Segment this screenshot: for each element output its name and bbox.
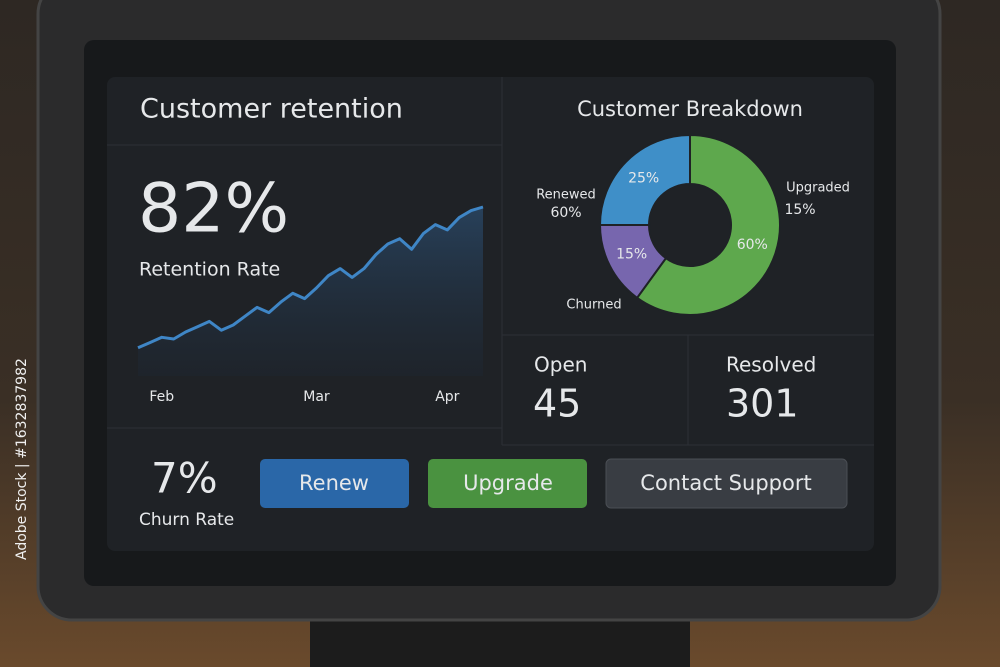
annotation-label: Upgraded bbox=[786, 181, 850, 196]
x-tick-label: Apr bbox=[435, 389, 459, 405]
breakdown-title: Customer Breakdown bbox=[577, 97, 803, 121]
renew-button[interactable]: Renew bbox=[260, 459, 409, 508]
annotation-label: Renewed bbox=[536, 188, 596, 203]
x-tick-label: Mar bbox=[303, 389, 330, 405]
button-label: Renew bbox=[299, 471, 369, 495]
ticket-label: Resolved bbox=[726, 353, 816, 377]
contact-support-button[interactable]: Contact Support bbox=[605, 458, 848, 509]
ticket-value: 301 bbox=[726, 382, 799, 426]
button-background bbox=[260, 459, 409, 508]
button-background bbox=[605, 458, 848, 509]
churn-value: 7% bbox=[151, 454, 218, 503]
line-area bbox=[138, 207, 483, 376]
donut-slice bbox=[635, 133, 781, 316]
button-label: Contact Support bbox=[640, 471, 811, 495]
watermark: Adobe Stock | #1632837982 bbox=[14, 358, 30, 560]
retention-value: 82% bbox=[138, 170, 289, 249]
x-tick-label: Feb bbox=[149, 389, 174, 405]
annotation-value: 15% bbox=[784, 202, 815, 218]
annotation-label: Churned bbox=[566, 298, 621, 313]
slice-label: 25% bbox=[628, 171, 659, 187]
retention-title: Customer retention bbox=[140, 94, 403, 125]
dashboard-panel bbox=[107, 77, 874, 551]
button-background bbox=[428, 459, 587, 508]
slice-label: 15% bbox=[616, 247, 647, 263]
slice-label: 60% bbox=[737, 237, 768, 253]
retention-label: Retention Rate bbox=[139, 259, 280, 281]
upgrade-button[interactable]: Upgrade bbox=[428, 459, 587, 508]
ticket-value: 45 bbox=[533, 382, 581, 426]
donut-slice bbox=[598, 133, 691, 226]
button-label: Upgrade bbox=[463, 471, 553, 495]
churn-label: Churn Rate bbox=[139, 510, 234, 530]
ticket-label: Open bbox=[534, 353, 587, 377]
annotation-value: 60% bbox=[550, 205, 581, 221]
line-series bbox=[137, 205, 484, 350]
